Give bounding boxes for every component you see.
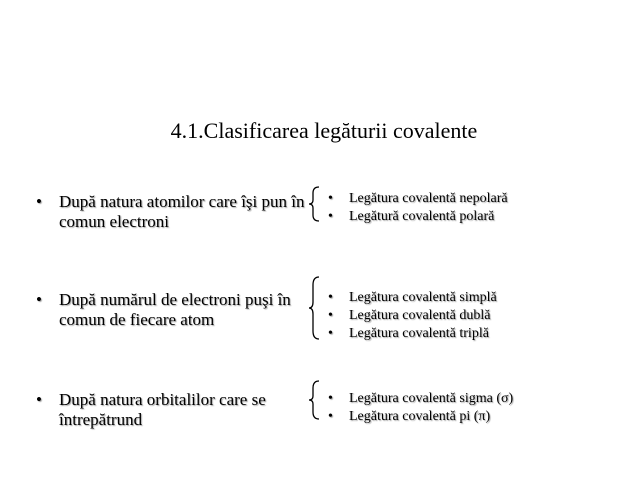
bond-type-label: Legătura covalentă nepolară — [349, 191, 508, 206]
bullet-icon: • — [36, 390, 42, 409]
criterion-label: După natura orbitalilor care se întrepăt… — [59, 390, 266, 429]
bullet-icon: • — [36, 290, 42, 309]
list-item: • Legătura covalentă nepolară — [328, 190, 508, 208]
bullet-icon: • — [328, 326, 333, 341]
list-item: • Legătura covalentă triplă — [328, 325, 497, 343]
bond-type-label: Legătura covalentă sigma (σ) — [349, 391, 514, 406]
curly-brace-icon — [307, 380, 321, 420]
bond-type-label: Legătura covalentă dublă — [349, 308, 491, 323]
bullet-icon: • — [328, 191, 333, 206]
criterion-label: După natura atomilor care îşi pun în com… — [59, 192, 305, 231]
bullet-icon: • — [328, 391, 333, 406]
bullet-icon: • — [328, 290, 333, 305]
criterion-label: După numărul de electroni puşi în comun … — [59, 290, 291, 329]
bond-type-label: Legătura covalentă simplă — [349, 290, 497, 305]
classification-criterion-3: • După natura orbitalilor care se întrep… — [36, 390, 306, 430]
bond-type-label: Legătura covalentă pi (π) — [349, 409, 491, 424]
bond-type-list-3: • Legătura covalentă sigma (σ) • Legătura … — [328, 390, 513, 426]
bond-type-label: Legătură covalentă polară — [349, 209, 495, 224]
bullet-icon: • — [328, 409, 333, 424]
classification-criterion-1: • După natura atomilor care îşi pun în c… — [36, 192, 306, 232]
bullet-icon: • — [36, 192, 42, 211]
bullet-icon: • — [328, 209, 333, 224]
list-item: • Legătura covalentă simplă — [328, 289, 497, 307]
list-item: • Legătură covalentă polară — [328, 208, 508, 226]
curly-brace-icon — [307, 276, 321, 340]
list-item: • Legătura covalentă pi (π) — [328, 408, 513, 426]
bond-type-list-2: • Legătura covalentă simplă • Legătura cov… — [328, 289, 497, 343]
classification-criterion-2: • După numărul de electroni puşi în comu… — [36, 290, 306, 330]
list-item: • Legătura covalentă sigma (σ) — [328, 390, 513, 408]
bullet-icon: • — [328, 308, 333, 323]
slide-title: 4.1.Clasificarea legăturii covalente — [170, 118, 478, 143]
curly-brace-icon — [307, 186, 321, 222]
list-item: • Legătura covalentă dublă — [328, 307, 497, 325]
bond-type-label: Legătura covalentă triplă — [349, 326, 489, 341]
bond-type-list-1: • Legătura covalentă nepolară • Legătură c… — [328, 190, 508, 226]
